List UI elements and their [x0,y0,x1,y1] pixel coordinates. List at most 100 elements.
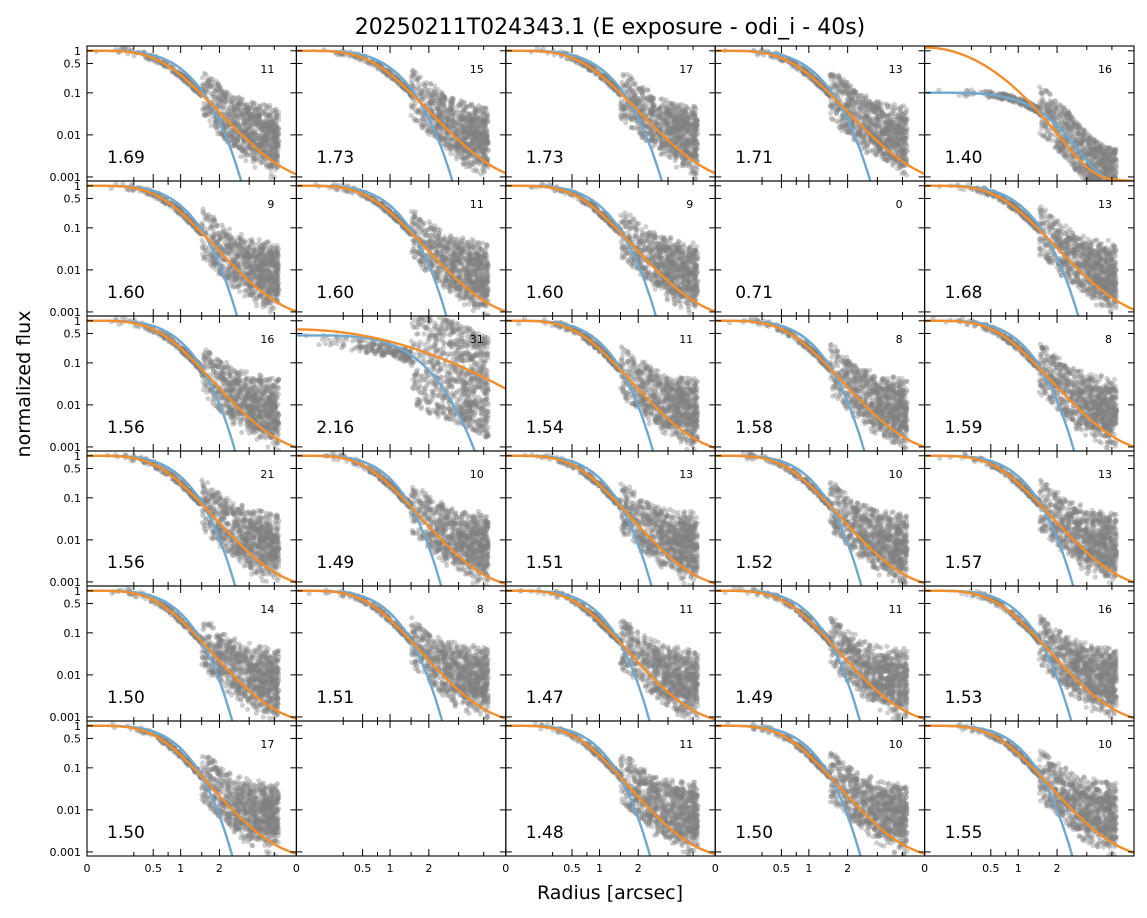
scatter-point [450,142,456,148]
scatter-point [621,82,627,88]
scatter-point [454,147,460,153]
scatter-point [276,127,282,133]
scatter-point [249,112,255,119]
scatter-point [420,81,426,87]
scatter-point [434,105,441,112]
scatter-point [253,138,259,144]
scatter-point [256,132,262,138]
scatter-point [233,136,239,142]
scatter-point [250,128,256,134]
scatter-point [231,141,237,147]
scatter-point [1100,190,1105,195]
scatter-point [669,101,675,107]
scatter-point [273,141,279,147]
scatter-point [469,125,475,131]
scatter-point [263,138,269,145]
scatter-point [684,141,690,147]
scatter-point [229,108,235,114]
scatter-point [450,118,456,124]
x-axis-label: Radius [arcsec] [537,882,683,904]
scatter-point [131,53,137,59]
scatter-point [467,129,473,135]
scatter-point [212,119,218,125]
scatter-point [236,121,242,127]
scatter-point [259,137,265,144]
scatter-point [670,102,676,108]
scatter-point [437,103,443,110]
scatter-point [437,113,443,119]
scatter-point [243,158,249,164]
scatter-point [481,139,487,145]
scatter-point [261,124,267,130]
scatter-point [450,110,456,116]
scatter-point [229,116,236,122]
scatter-point [205,111,211,117]
scatter-point [1111,191,1116,196]
scatter-point [664,120,670,126]
scatter-point [452,127,458,133]
scatter-point [483,146,489,152]
scatter-point [674,115,680,121]
scatter-point [239,101,245,108]
scatter-point [680,108,687,115]
panel-star-count: 13 [889,63,903,76]
scatter-point [334,52,340,58]
scatter-point [244,119,251,125]
scatter-point [688,131,694,137]
scatter-point [270,119,276,125]
scatter-point [447,101,453,107]
scatter-point [216,94,222,100]
scatter-point [473,157,479,164]
scatter-point [691,126,698,133]
scatter-point [248,120,255,126]
scatter-point [852,95,859,101]
scatter-point [483,136,489,142]
scatter-point [449,144,455,150]
scatter-point [469,113,475,120]
scatter-point [1109,187,1114,192]
scatter-point [441,143,447,149]
scatter-point [686,163,692,169]
scatter-point [240,122,246,129]
scatter-point [681,113,687,119]
scatter-point [633,80,639,86]
scatter-point [689,111,695,118]
scatter-point [665,110,671,116]
scatter-point [272,139,278,145]
scatter-point [688,152,694,158]
scatter-point [482,119,488,125]
scatter-point [456,143,463,150]
scatter-point [427,101,434,107]
scatter-point [273,122,279,128]
scatter-point [471,118,477,124]
scatter-point [482,122,488,128]
scatter-point [275,143,281,149]
scatter-point [261,135,267,141]
scatter-point [262,148,268,154]
scatter-point [232,111,238,117]
scatter-point [448,151,454,157]
scatter-point [269,132,275,139]
scatter-point [900,122,907,128]
scatter-point [231,106,237,112]
scatter-point [219,90,225,96]
scatter-point [247,112,253,118]
scatter-point [483,155,489,161]
scatter-point [468,120,474,127]
scatter-point [873,152,879,158]
scatter-point [458,112,464,118]
scatter-point [444,115,450,121]
scatter-point [1112,187,1117,192]
scatter-point [253,119,259,125]
scatter-point [463,164,469,170]
scatter-point [215,81,221,87]
scatter-point [660,111,667,118]
scatter-point [467,124,473,131]
scatter-point [689,165,695,171]
scatter-point [692,146,698,152]
scatter-point [260,137,266,143]
scatter-point [440,93,446,99]
scatter-point [690,122,696,128]
scatter-point [436,107,442,113]
